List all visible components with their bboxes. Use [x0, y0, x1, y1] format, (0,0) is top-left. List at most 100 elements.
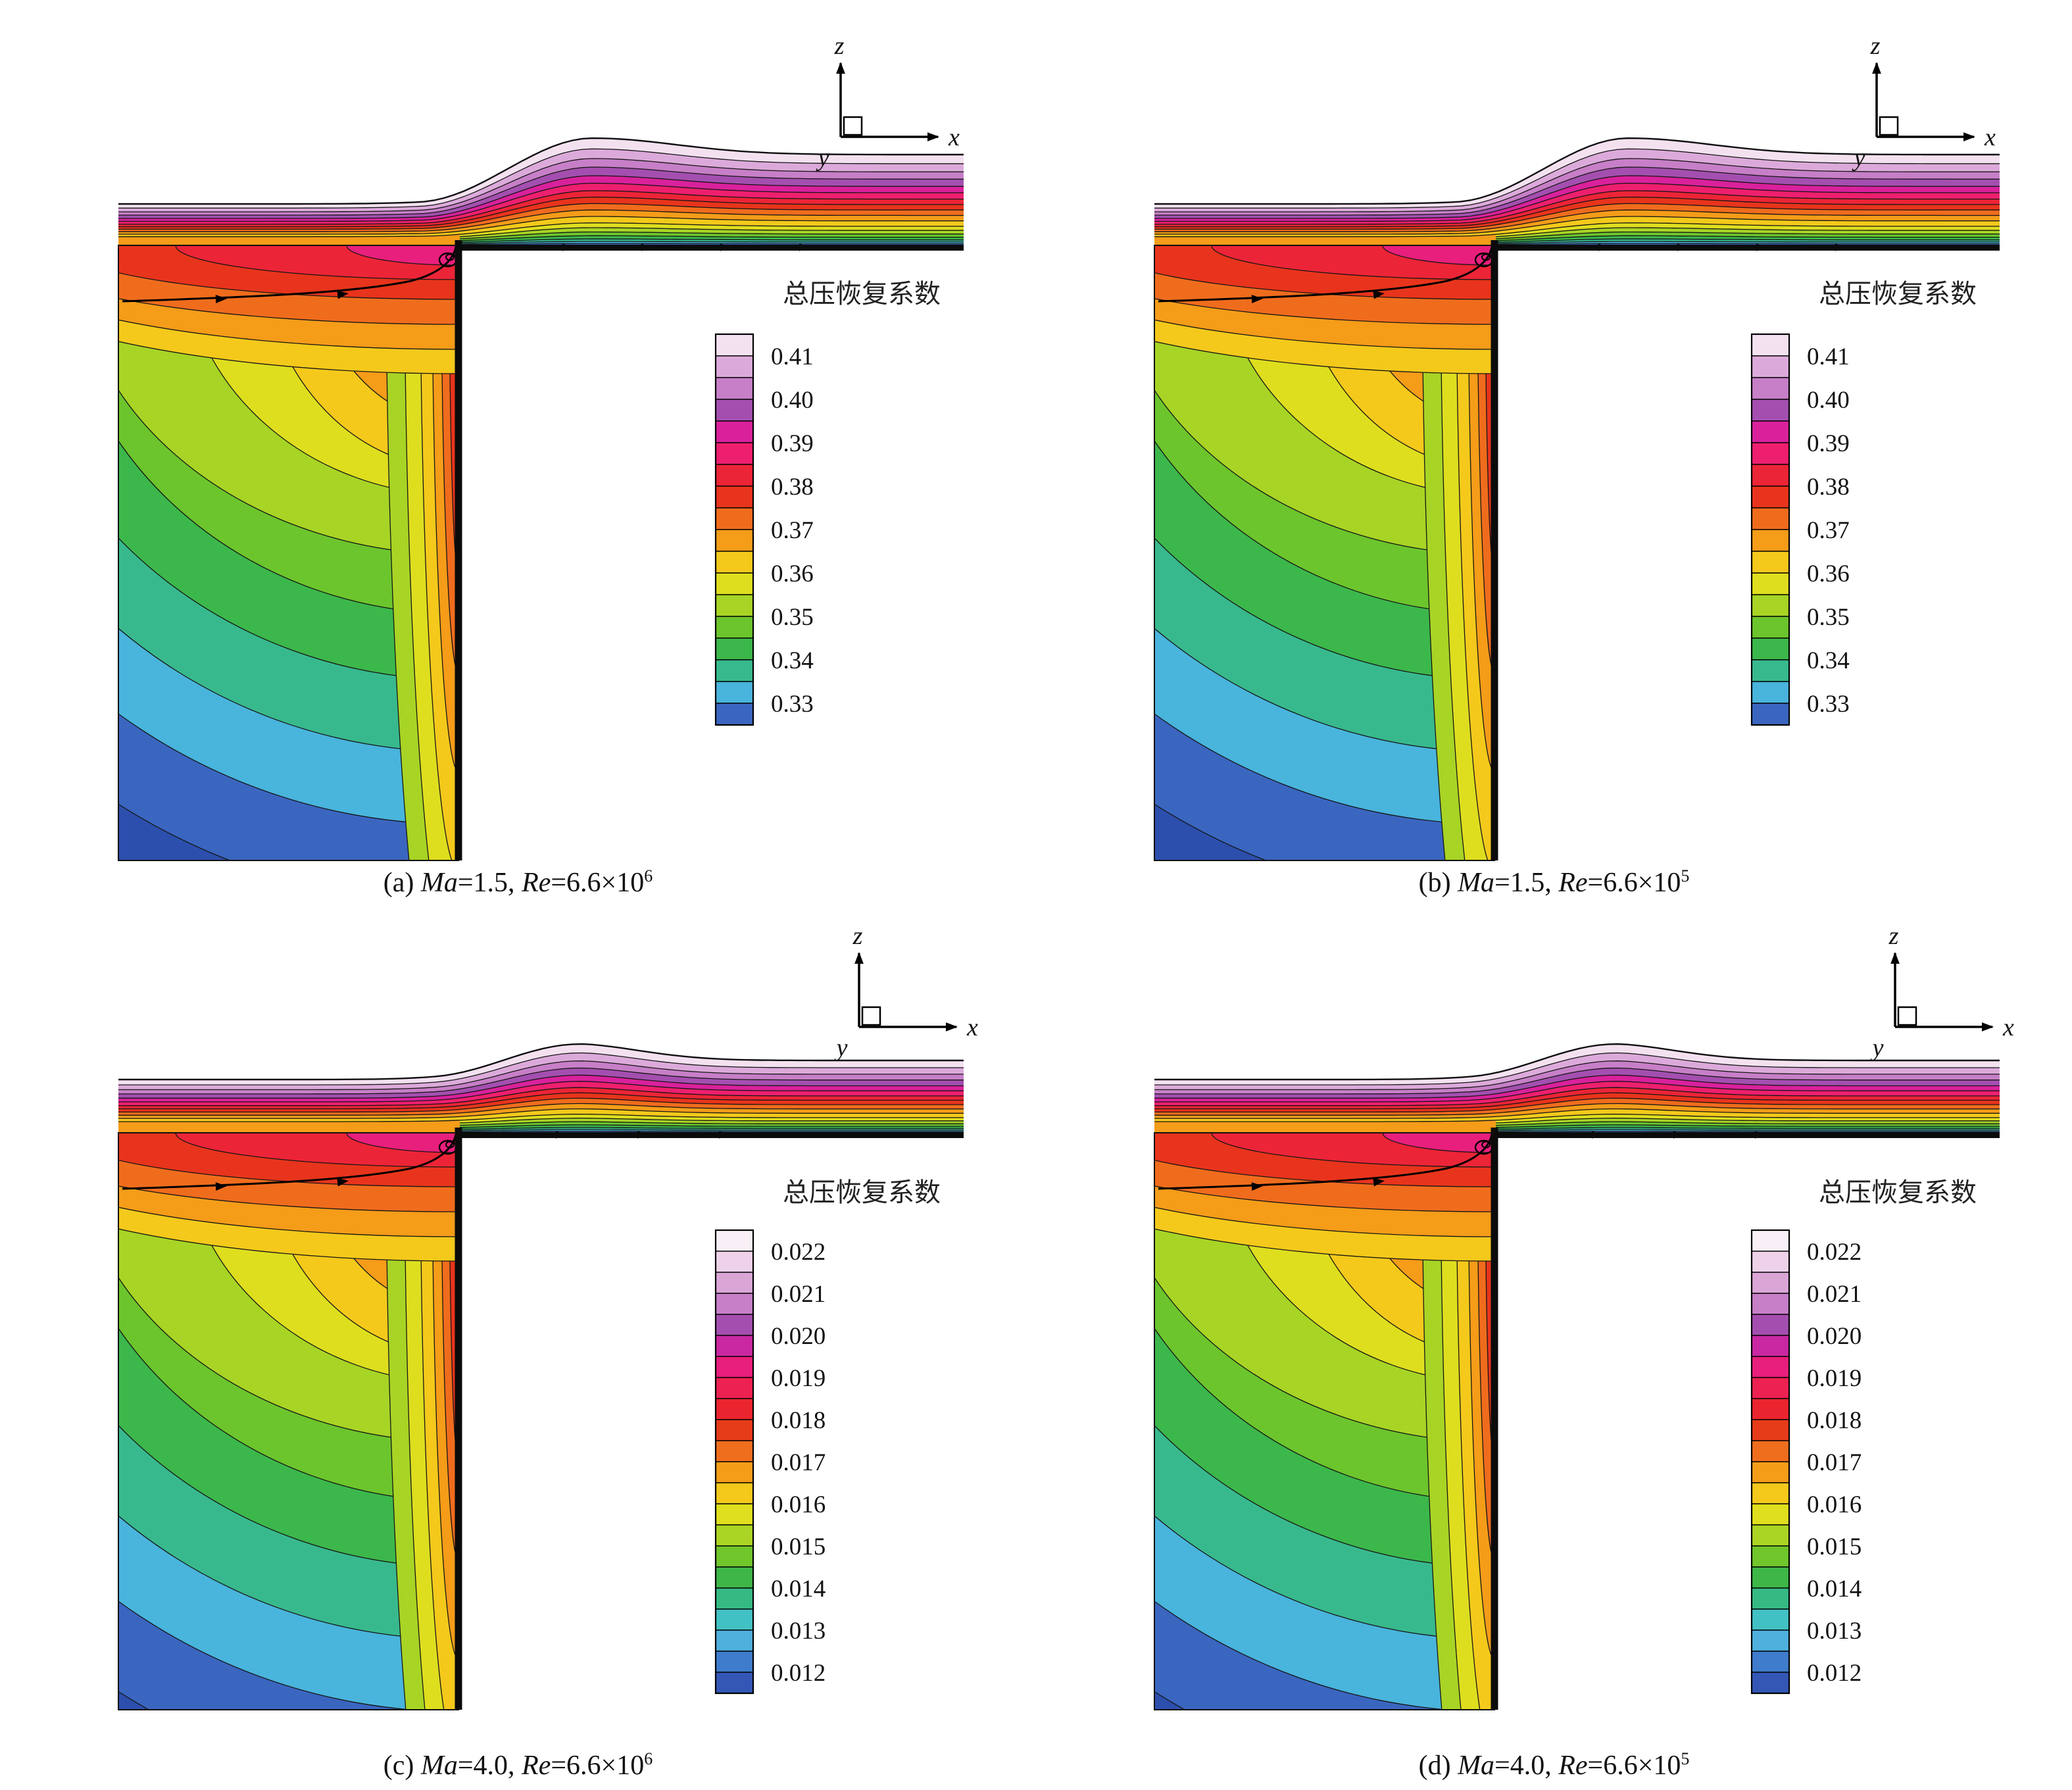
- legend: 总压恢复系数 0.41 0.40 0.39 0.38 0.37 0.36 0.35 0.34 0.…: [1750, 279, 1977, 726]
- caption-ma-var: Ma: [1458, 868, 1495, 898]
- caption-re-var: Re: [1558, 1751, 1588, 1781]
- colorbar-cell: [1751, 1587, 1790, 1610]
- axis-label-y: y: [816, 144, 829, 172]
- axis-origin-square: [843, 116, 863, 136]
- colorbar-cell: [1751, 1314, 1790, 1336]
- legend: 总压恢复系数 0.022 0.021 0.020 0.019 0.018 0.017 0.01…: [714, 1178, 941, 1695]
- colorbar-cell: [1751, 637, 1790, 660]
- caption-ma-value: =4.0,: [1494, 1751, 1559, 1781]
- axis-label-x: x: [966, 1014, 978, 1041]
- colorbar-cell: [715, 1672, 754, 1694]
- legend-title: 总压恢复系数: [1819, 279, 1977, 309]
- corner-region-contours: [118, 245, 458, 860]
- colorbar-cell: [715, 1335, 754, 1357]
- axis-label-x: x: [1984, 124, 1996, 151]
- colorbar-cell: [1751, 572, 1790, 595]
- caption-index: (a): [383, 868, 421, 898]
- colorbar-cell: [715, 1398, 754, 1420]
- flow-arrow-icon: [337, 290, 349, 299]
- colorbar-cell: [715, 1524, 754, 1547]
- legend-label: 0.37: [771, 517, 814, 544]
- flow-strip-contours: [1154, 1043, 2000, 1133]
- axis-label-z: z: [1888, 922, 1899, 950]
- colorbar-cell: [1751, 1440, 1790, 1462]
- colorbar-cell: [1751, 1230, 1790, 1252]
- axis-label-y: y: [1870, 1034, 1884, 1062]
- caption-ma-var: Ma: [420, 1751, 458, 1781]
- axis-origin-square: [1897, 1006, 1917, 1026]
- caption-re-value: =6.6×10: [551, 868, 645, 898]
- legend-label: 0.021: [1807, 1281, 1862, 1308]
- colorbar-cell: [715, 1608, 754, 1631]
- panel-b: z x y 总压恢复系数 0.41 0.40 0.39 0.38 0.37 0.36 0.35 0.3…: [1036, 18, 2072, 899]
- legend: 总压恢复系数 0.41 0.40 0.39 0.38 0.37 0.36 0.35 0.34 0.…: [714, 279, 941, 726]
- caption-ma-value: =1.5,: [457, 868, 522, 898]
- legend-title: 总压恢复系数: [783, 1178, 941, 1208]
- colorbar-cell: [715, 1629, 754, 1652]
- colorbar-cell: [1751, 1608, 1790, 1631]
- caption-re-exponent: 6: [644, 866, 653, 885]
- vortex-spiral: [1481, 1141, 1491, 1149]
- legend-label: 0.33: [771, 691, 814, 718]
- colorbar-cell: [1751, 616, 1790, 639]
- corner-region-contours: [1154, 245, 1494, 860]
- colorbar-cell: [715, 507, 754, 530]
- colorbar-cell: [715, 529, 754, 552]
- vortex-spiral: [1481, 253, 1491, 261]
- legend-label: 0.34: [771, 647, 814, 674]
- caption-a: (a) Ma=1.5, Re=6.6×106: [0, 867, 1036, 899]
- colorbar-cell: [715, 637, 754, 660]
- legend-label: 0.38: [1807, 474, 1850, 501]
- colorbar-cell: [1751, 355, 1790, 378]
- colorbar-cell: [715, 616, 754, 639]
- legend-label: 0.015: [771, 1533, 826, 1560]
- axis-triad: z x y: [1870, 922, 2014, 1062]
- caption-ma-var: Ma: [420, 868, 458, 898]
- colorbar-cell: [1751, 551, 1790, 574]
- legend-label: 0.018: [1807, 1407, 1862, 1434]
- flow-arrow-icon: [215, 295, 227, 304]
- colorbar-cell: [715, 1651, 754, 1673]
- legend-label: 0.35: [771, 604, 814, 631]
- axis-label-x: x: [948, 124, 960, 151]
- colorbar-cell: [715, 1440, 754, 1462]
- colorbar-cell: [715, 1272, 754, 1294]
- flow-arrow-icon: [927, 132, 939, 141]
- caption-re-exponent: 6: [644, 1749, 653, 1768]
- colorbar-frame: [714, 1229, 754, 1695]
- legend-label: 0.022: [1807, 1239, 1862, 1266]
- axis-label-y: y: [1852, 144, 1865, 172]
- colorbar-cell: [1751, 1503, 1790, 1526]
- corner-region-contours: [118, 1133, 458, 1710]
- colorbar-frame: [1750, 333, 1790, 726]
- colorbar-cell: [715, 1377, 754, 1399]
- caption-re-var: Re: [522, 1751, 551, 1781]
- legend-label: 0.33: [1807, 691, 1850, 718]
- caption-re-value: =6.6×10: [1587, 868, 1681, 898]
- flow-arrow-icon: [854, 952, 864, 964]
- colorbar-frame: [714, 333, 754, 726]
- colorbar-cell: [715, 420, 754, 443]
- colorbar-cell: [715, 1293, 754, 1315]
- panel-a: z x y 总压恢复系数 0.41 0.40 0.39 0.38 0.37 0.36 0.35 0.3…: [0, 18, 1036, 899]
- contour-plot-c: z x y 总压恢复系数 0.022 0.021 0.020 0.019 0.018 0.017 0…: [118, 922, 978, 1710]
- legend-label: 0.021: [771, 1281, 826, 1308]
- legend-label: 0.013: [771, 1618, 826, 1645]
- colorbar-cell: [715, 334, 754, 357]
- caption-re-var: Re: [1558, 868, 1588, 898]
- colorbar-cell: [715, 399, 754, 422]
- flow-arrow-icon: [1872, 62, 1881, 74]
- legend-label: 0.020: [771, 1323, 826, 1350]
- colorbar-cell: [1751, 442, 1790, 465]
- caption-re-var: Re: [522, 868, 551, 898]
- axis-triad: z x y: [816, 32, 960, 172]
- caption-index: (c): [383, 1751, 421, 1781]
- legend-label: 0.40: [771, 387, 814, 414]
- caption-c: (c) Ma=4.0, Re=6.6×106: [0, 1750, 1036, 1781]
- colorbar-cell: [1751, 1419, 1790, 1441]
- legend-label: 0.38: [771, 474, 814, 501]
- legend-label: 0.39: [771, 430, 814, 457]
- colorbar-cell: [715, 1314, 754, 1336]
- flow-arrow-icon: [1251, 295, 1263, 304]
- colorbar-cell: [1751, 507, 1790, 530]
